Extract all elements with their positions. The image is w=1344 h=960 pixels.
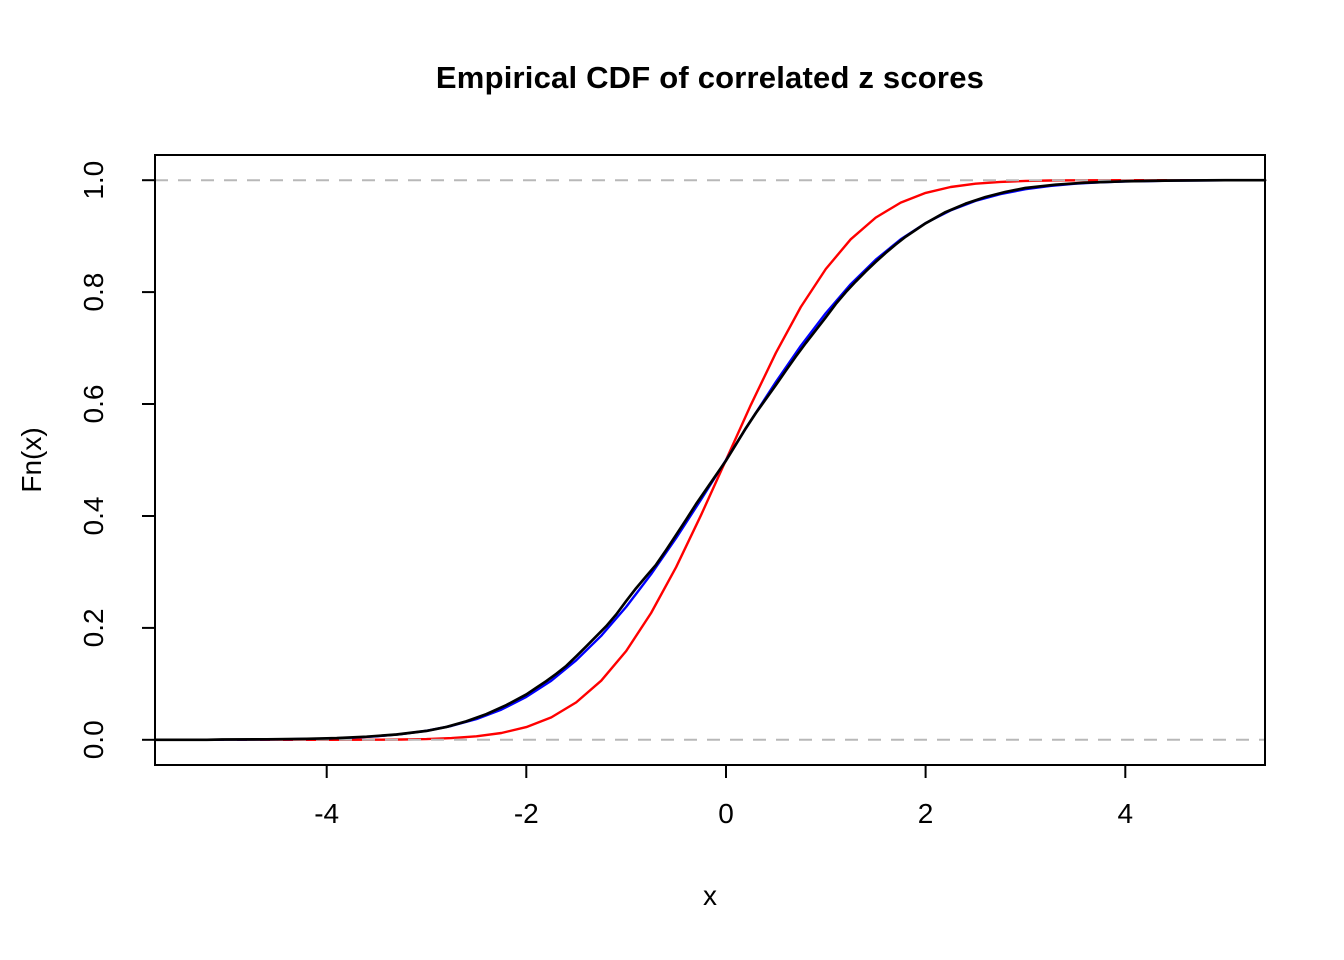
fitted-normal-cdf-sd-1.4-line bbox=[153, 178, 1267, 741]
x-tick-label: -2 bbox=[514, 798, 539, 829]
x-tick-label: -4 bbox=[314, 798, 339, 829]
y-tick-label: 0.4 bbox=[78, 497, 109, 536]
chart-title: Empirical CDF of correlated z scores bbox=[435, 60, 985, 95]
x-tick-label: 0 bbox=[718, 798, 734, 829]
y-axis-label: Fn(x) bbox=[16, 427, 47, 493]
empirical-cdf-line bbox=[153, 178, 1267, 742]
x-tick-label: 4 bbox=[1118, 798, 1134, 829]
y-tick-label: 0.0 bbox=[78, 720, 109, 759]
y-tick-label: 1.0 bbox=[78, 161, 109, 200]
x-tick-label: 2 bbox=[918, 798, 934, 829]
y-tick-label: 0.2 bbox=[78, 608, 109, 647]
y-tick-label: 0.6 bbox=[78, 385, 109, 424]
x-axis-label: x bbox=[703, 880, 717, 911]
standard-normal-cdf-line bbox=[153, 178, 1267, 741]
y-tick-label: 0.8 bbox=[78, 273, 109, 312]
plot-box bbox=[154, 154, 1266, 766]
